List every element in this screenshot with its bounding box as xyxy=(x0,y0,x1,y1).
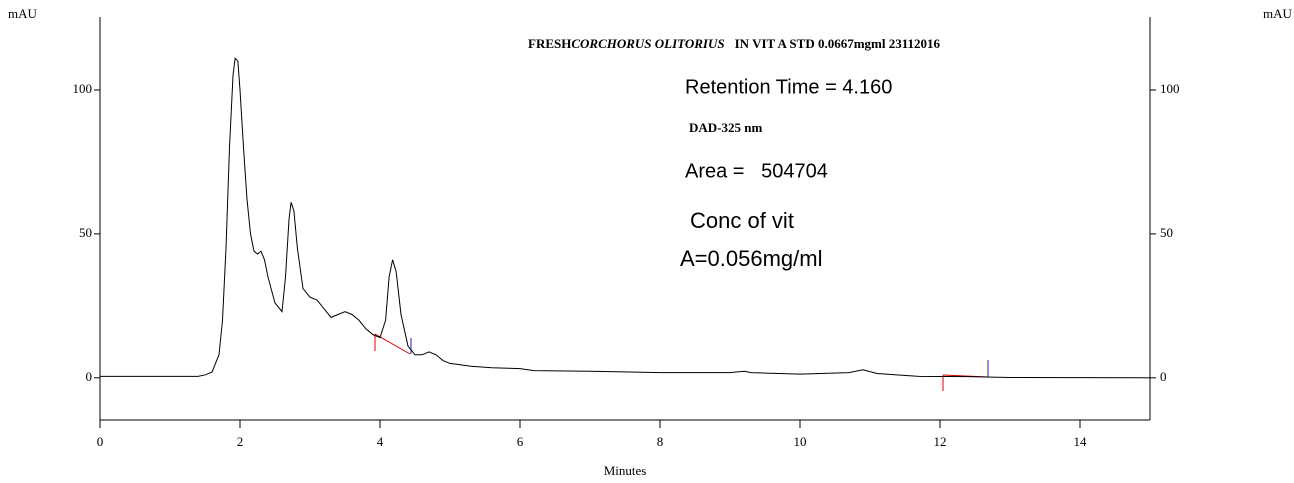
integration-marks xyxy=(374,333,989,391)
y-tick-label: 0 xyxy=(86,369,93,384)
x-tick-label: 14 xyxy=(1074,434,1088,449)
x-tick-label: 6 xyxy=(517,434,524,449)
x-axis-label: Minutes xyxy=(604,463,647,478)
annotation: Conc of vit xyxy=(690,208,794,233)
x-tick-label: 2 xyxy=(237,434,244,449)
chromatogram-line xyxy=(100,57,1151,379)
x-tick-label: 0 xyxy=(97,434,104,449)
y-axis-label: mAU xyxy=(8,6,38,21)
chart-title: FRESHCORCHORUS OLITORIUS IN VIT A STD 0.0… xyxy=(528,36,941,51)
annotation: A=0.056mg/ml xyxy=(680,246,822,271)
annotation: DAD-325 nm xyxy=(689,120,762,135)
title-part: IN VIT A STD 0.0667mgml 23112016 xyxy=(735,36,941,51)
y2-tick-label: 50 xyxy=(1160,225,1173,240)
annotation: Retention Time = 4.160 xyxy=(685,76,892,98)
title-part: CORCHORUS OLITORIUS xyxy=(571,36,724,51)
y-tick-label: 100 xyxy=(73,81,93,96)
baseline xyxy=(374,333,411,355)
y2-tick-label: 0 xyxy=(1160,369,1167,384)
x-tick-label: 4 xyxy=(377,434,384,449)
y-tick-label: 50 xyxy=(79,225,92,240)
x-tick-label: 10 xyxy=(794,434,807,449)
title-part: FRESH xyxy=(528,36,571,51)
y2-axis-label: mAU xyxy=(1263,6,1293,21)
y2-tick-label: 100 xyxy=(1160,81,1180,96)
annotation: Area = 504704 xyxy=(685,160,828,182)
x-tick-label: 12 xyxy=(934,434,947,449)
x-tick-label: 8 xyxy=(657,434,664,449)
